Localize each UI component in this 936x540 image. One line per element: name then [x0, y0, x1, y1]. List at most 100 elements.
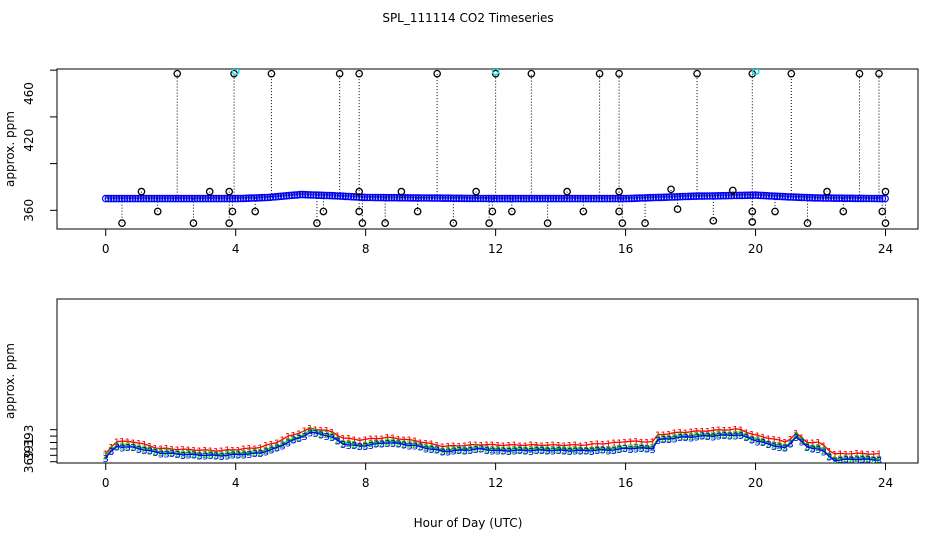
series-marker-3: 3: [583, 447, 589, 458]
data-point: [643, 194, 652, 202]
data-point: [630, 194, 639, 203]
data-point: [778, 192, 787, 201]
data-point: [773, 192, 782, 201]
series-marker-3: 3: [572, 447, 578, 458]
series-marker-3: 3: [147, 447, 153, 458]
series-marker-3: 3: [180, 451, 186, 462]
series-marker-3: 3: [401, 441, 407, 452]
series-marker-1: 1: [776, 436, 782, 447]
x-tick-label: 0: [102, 242, 110, 256]
series-marker-3: 3: [699, 432, 705, 443]
data-point: [576, 194, 585, 203]
series-marker-1: 1: [677, 428, 683, 439]
series-marker-3: 3: [743, 433, 749, 444]
data-point: [719, 191, 728, 200]
data-point: [635, 194, 644, 202]
data-point: [212, 194, 221, 203]
series-marker-3: 3: [821, 447, 827, 458]
series-marker-1: 1: [771, 435, 777, 446]
data-point: [430, 194, 439, 202]
data-point: [406, 194, 415, 202]
series-marker-1: 1: [710, 426, 716, 437]
series-marker-2: 2: [876, 454, 882, 465]
data-point: [840, 194, 849, 203]
series-marker-3: 3: [567, 447, 573, 458]
data-point: [347, 192, 355, 201]
data-point: [500, 194, 509, 203]
series-marker-1: 1: [550, 441, 556, 452]
cyan-point: [751, 69, 760, 76]
data-point: [638, 194, 647, 202]
data-point: [619, 194, 628, 203]
data-point: [123, 194, 132, 203]
data-point: [714, 192, 722, 200]
series-marker-3: 3: [379, 439, 385, 450]
series-marker-3: 3: [489, 447, 495, 458]
data-point: [223, 194, 231, 203]
series-marker-3: 3: [230, 450, 236, 461]
series-marker-3: 3: [274, 444, 280, 455]
series-marker-3: 3: [550, 447, 556, 458]
data-point: [433, 194, 442, 202]
data-point: [234, 194, 242, 203]
series-marker-1: 1: [357, 436, 363, 447]
series-marker-1: 1: [760, 433, 766, 444]
series-marker-1: 1: [837, 449, 843, 460]
series-marker-3: 3: [130, 443, 136, 454]
series-marker-3: 3: [412, 441, 418, 452]
data-point: [258, 193, 266, 202]
series-marker-1: 1: [478, 441, 484, 452]
data-point: [301, 190, 310, 199]
series-marker-3: 3: [694, 433, 700, 444]
data-point: [457, 194, 466, 203]
data-point: [312, 191, 320, 199]
series-marker-1: 1: [290, 431, 296, 442]
data-point: [169, 194, 178, 203]
data-point: [595, 194, 604, 203]
data-point: [412, 194, 420, 202]
data-point: [422, 194, 431, 202]
series-marker-3: 3: [169, 449, 175, 460]
series-marker-3: 3: [285, 439, 291, 450]
data-point: [757, 191, 765, 200]
data-point: [584, 194, 593, 203]
series-marker-3: 3: [357, 442, 363, 453]
series-marker-3: 3: [522, 447, 528, 458]
data-point: [784, 193, 792, 201]
data-point: [104, 194, 113, 203]
series-marker-1: 1: [594, 440, 600, 451]
series-marker-1: 1: [666, 430, 672, 441]
x-axis-label: Hour of Day (UTC): [414, 516, 523, 530]
data-point: [463, 194, 471, 203]
outlier-point: [228, 207, 237, 216]
series-marker-1: 1: [810, 439, 816, 450]
data-point: [277, 192, 285, 201]
series-marker-1: 1: [732, 425, 738, 436]
data-point: [767, 192, 776, 200]
data-point: [155, 194, 164, 203]
data-point: [161, 194, 169, 203]
data-point: [848, 194, 857, 203]
data-point: [317, 191, 326, 200]
data-point: [525, 194, 533, 203]
data-point: [436, 194, 444, 202]
series-marker-1: 1: [395, 435, 401, 446]
series-marker-1: 1: [517, 441, 523, 452]
data-point: [379, 193, 388, 202]
outlier-point: [267, 69, 276, 78]
data-point: [207, 194, 215, 203]
series-marker-1: 1: [196, 446, 202, 457]
data-point: [724, 191, 733, 200]
series-marker-1: 1: [627, 437, 633, 448]
y-axis-label: approx. ppm: [3, 343, 17, 419]
outlier-point: [641, 219, 649, 228]
series-marker-3: 3: [329, 433, 335, 444]
series-marker-1: 1: [749, 430, 755, 441]
series-marker-3: 3: [423, 445, 429, 456]
outlier-point: [413, 207, 422, 216]
outlier-point: [173, 69, 182, 78]
data-point: [684, 192, 693, 201]
series-marker-3: 3: [196, 451, 202, 462]
series-marker-3: 3: [826, 453, 832, 464]
data-point: [153, 194, 161, 203]
